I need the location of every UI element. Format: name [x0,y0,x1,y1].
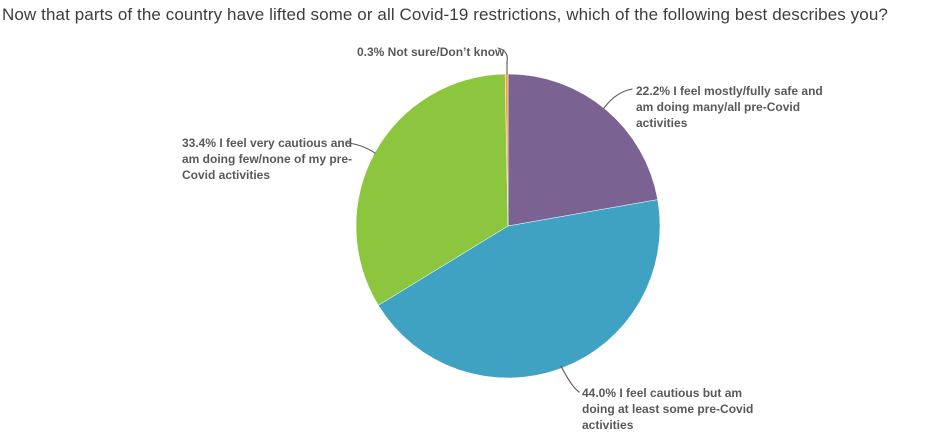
callout-line: 0.3% Not sure/Don’t know [357,45,505,59]
callout-line: am doing few/none of my pre- [182,152,353,166]
callout-line: activities [636,116,688,130]
leader-line-mostly-safe [603,88,633,109]
leader-lines [346,47,633,393]
leader-line-cautious-some [560,365,580,393]
callout-line: am doing many/all pre-Covid [636,100,801,114]
callout-line: activities [582,418,634,432]
leader-line-not-sure [497,47,508,75]
callout-cautious-some: 44.0% I feel cautious but am doing at le… [582,385,753,433]
pie-slices [355,73,661,379]
callout-not-sure: 0.3% Not sure/Don’t know [357,44,504,60]
chart-title: Now that parts of the country have lifte… [2,5,888,24]
callout-line: doing at least some pre-Covid [582,402,754,416]
callout-mostly-safe: 22.2% I feel mostly/fully safe and am do… [636,83,823,131]
callout-line: Covid activities [182,168,271,182]
leader-line-very-cautious [346,142,376,154]
callout-line: 44.0% I feel cautious but am [582,386,743,400]
callout-line: 22.2% I feel mostly/fully safe and [636,84,823,98]
callout-very-cautious: 33.4% I feel very cautious and am doing … [182,135,352,183]
pie-slice-mostly-fully-safe[interactable] [507,73,658,227]
callout-line: 33.4% I feel very cautious and [182,136,353,150]
